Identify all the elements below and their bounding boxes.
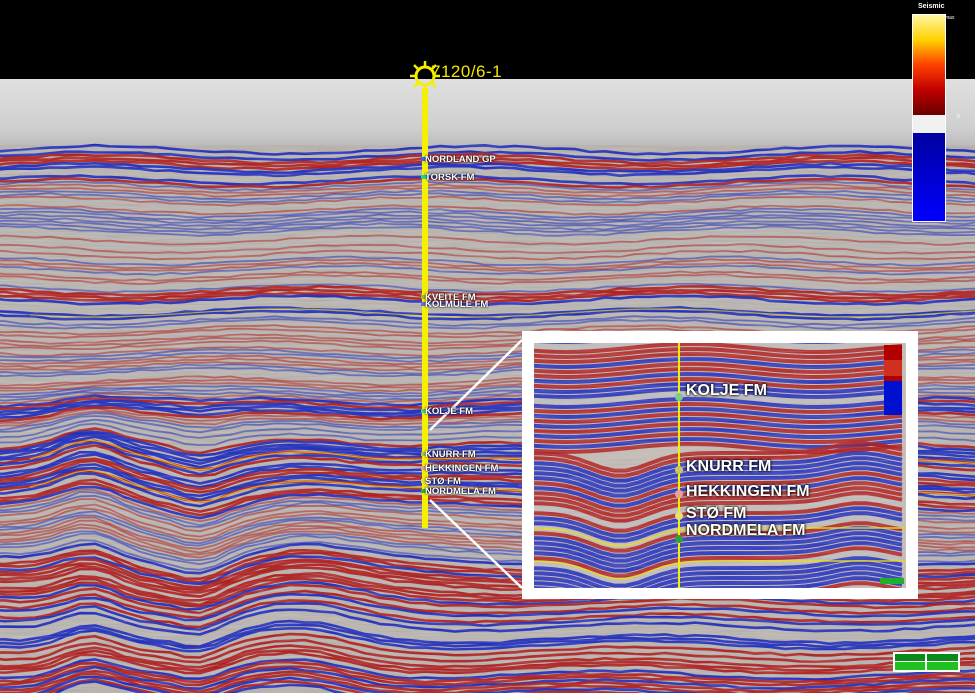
zoom-leader-lines [429, 339, 523, 589]
scale-indicator [893, 652, 960, 672]
colorbar-zero-label: 0 [957, 114, 960, 120]
top-label-hekkingen-fm: HEKKINGEN FM [425, 463, 499, 474]
top-label-knurr-fm: KNURR FM [425, 449, 476, 460]
top-label-nordmela-fm: NORDMELA FM [425, 486, 496, 497]
well-path [422, 88, 428, 528]
formation-top-marker [421, 409, 429, 413]
inset-formation-top-marker [675, 490, 683, 498]
formation-top-marker [421, 175, 429, 179]
inset-formation-top-marker [675, 466, 683, 474]
colorbar-zero-band [913, 115, 945, 133]
top-label-kolje-fm: KOLJE FM [425, 406, 474, 417]
water-column [0, 79, 975, 149]
inset-scale-indicator [880, 578, 904, 584]
formation-top-marker [421, 302, 429, 306]
inset-label-sto-fm: STØ FM [686, 505, 747, 522]
colorbar-max-label: max [945, 15, 955, 21]
inset-noise [534, 343, 906, 588]
top-label-nordland-gp: NORDLAND GP [425, 154, 496, 165]
inset-formation-top-markers [675, 393, 683, 543]
top-label-sto-fm: STØ FM [425, 476, 461, 487]
formation-top-marker [421, 157, 429, 161]
inset-label-kolje-fm: KOLJE FM [686, 382, 767, 399]
colorbar-negative-ramp [913, 133, 945, 221]
colorbar [912, 14, 946, 222]
inset-label-nordmela-fm: NORDMELA FM [686, 522, 806, 539]
inset-label-hekkingen-fm: HEKKINGEN FM [686, 483, 810, 500]
colorbar-title: Seismic [918, 3, 945, 10]
colorbar-positive-ramp [913, 15, 945, 115]
inset-colorbar [884, 345, 902, 415]
top-label-kolmule-fm: KOLMULE FM [425, 299, 489, 310]
formation-top-marker [421, 489, 429, 493]
well-name: 7120/6-1 [431, 62, 503, 81]
inset-formation-top-marker [675, 393, 683, 401]
zoom-leader-line-bottom [429, 499, 523, 589]
formation-top-marker [421, 452, 429, 456]
formation-top-markers [421, 157, 429, 493]
formation-top-marker [421, 466, 429, 470]
inset-formation-top-marker [675, 535, 683, 543]
well-location-icon [410, 61, 440, 91]
top-label-kveite-fm: KVEITE FM [425, 292, 476, 303]
formation-top-marker [421, 295, 429, 299]
inset-label-knurr-fm: KNURR FM [686, 458, 772, 475]
formation-top-marker [421, 479, 429, 483]
inset-formation-top-marker [675, 512, 683, 520]
top-label-torsk-fm: TORSK FM [425, 172, 475, 183]
zoom-leader-line-top [429, 339, 523, 431]
